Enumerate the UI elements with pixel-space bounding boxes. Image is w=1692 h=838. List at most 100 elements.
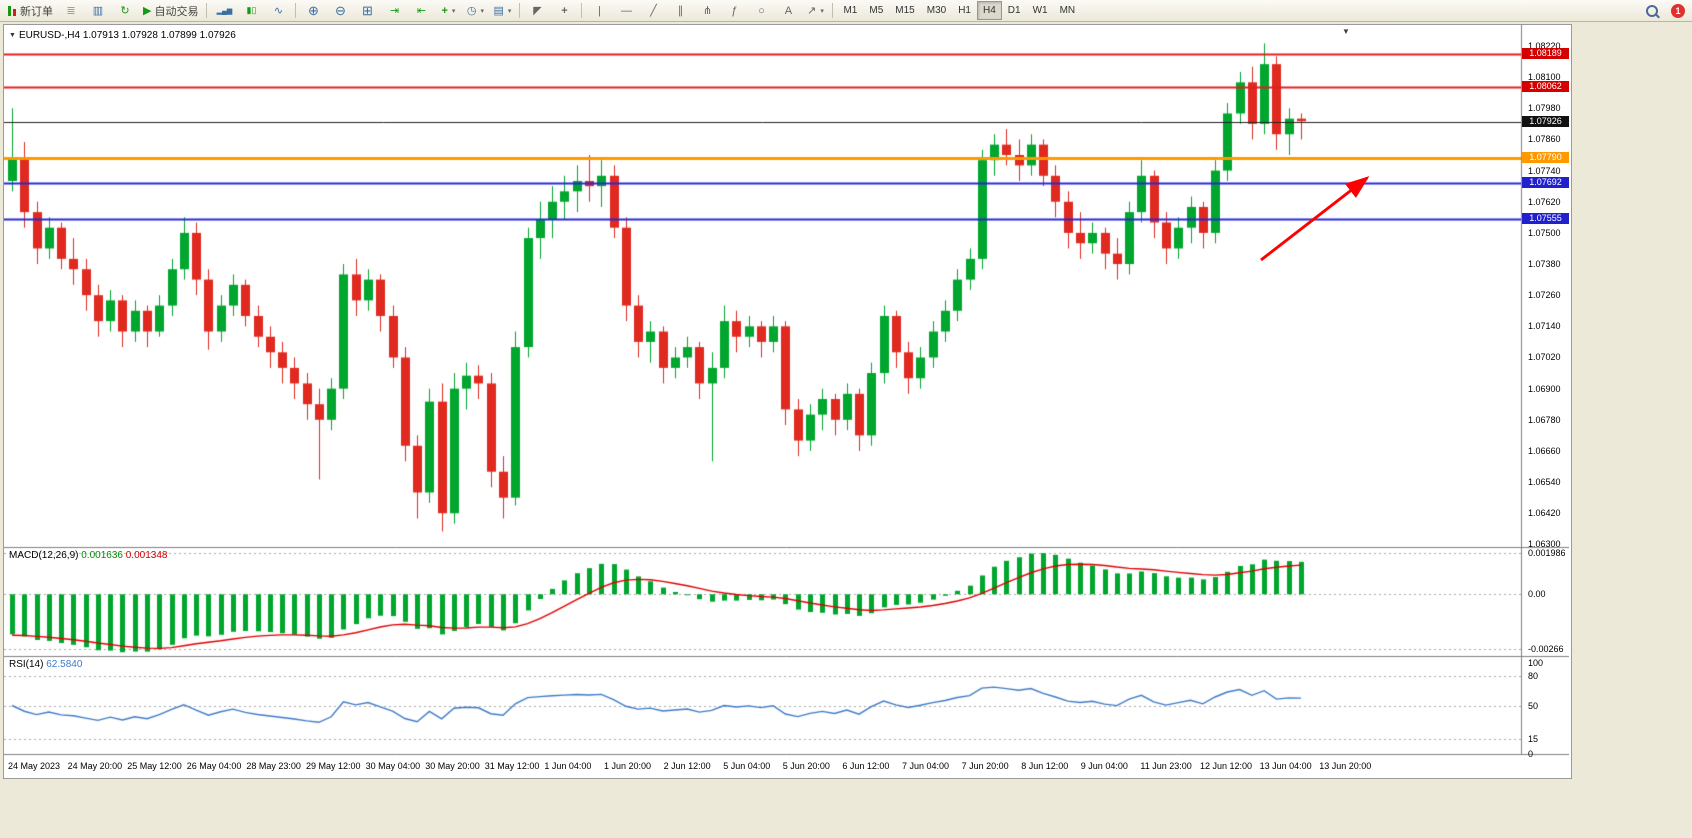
time-axis-label: 24 May 20:00 (67, 761, 123, 771)
zoom-in-button[interactable]: ⊕ (300, 1, 326, 21)
search-button[interactable] (1640, 1, 1666, 21)
macd-signal-value: 0.001348 (125, 550, 168, 561)
time-axis-label: 7 Jun 20:00 (961, 761, 1009, 771)
rsi-name: RSI(14) (9, 659, 44, 670)
notification-badge[interactable]: 1 (1671, 3, 1685, 18)
time-axis-label: 1 Jun 04:00 (544, 761, 592, 771)
indicators-button[interactable]: + ▾ (435, 1, 461, 21)
level-price-tag: 1.07790 (1522, 152, 1569, 163)
auto-scroll-button[interactable]: ⇥ (381, 1, 407, 21)
timeframe-h1-button[interactable]: H1 (958, 5, 971, 16)
chart-window: ▼ EURUSD-,H4 1.07913 1.07928 1.07899 1.07… (3, 24, 1572, 779)
price-axis-label: 1.06300 (1528, 539, 1561, 549)
crosshair-icon: + (561, 4, 568, 17)
time-axis-label: 8 Jun 12:00 (1021, 761, 1069, 771)
time-axis-label: 28 May 23:00 (246, 761, 301, 771)
price-axis-label: 1.06900 (1528, 384, 1561, 394)
time-axis-label: 24 May 2023 (8, 761, 61, 771)
tile-windows-button[interactable]: ⊞ (354, 1, 380, 21)
channel-icon: ∥ (677, 5, 684, 17)
shapes-icon: ○ (758, 4, 765, 17)
timeframe-m1-button[interactable]: M1 (843, 5, 858, 16)
window-menu-icon[interactable]: ▼ (9, 32, 16, 39)
template-icon: ▤ (493, 5, 504, 17)
vertical-line-tool-button[interactable]: | (586, 1, 612, 21)
arrows-tool-button[interactable]: ↗ ▾ (802, 1, 828, 21)
price-axis-label: 1.07500 (1528, 228, 1561, 238)
timeframe-w1-button[interactable]: W1 (1032, 5, 1048, 16)
price-axis-label: 1.06420 (1528, 508, 1561, 518)
time-axis-label: 5 Jun 04:00 (723, 761, 771, 771)
toolbar-separator (519, 3, 521, 18)
price-chart-canvas[interactable] (4, 25, 1569, 776)
resistance-price-tag: 1.08062 (1522, 81, 1569, 92)
time-axis-label: 5 Jun 20:00 (782, 761, 830, 771)
support-price-tag: 1.07692 (1522, 177, 1569, 188)
zoom-out-icon: ⊖ (335, 2, 346, 18)
rsi-value: 62.5840 (46, 659, 83, 670)
chart-shift-icon: ⇤ (416, 5, 427, 17)
time-axis-label: 29 May 12:00 (306, 761, 361, 771)
rsi-axis-label: 50 (1528, 701, 1539, 711)
time-axis-label: 13 Jun 20:00 (1319, 761, 1372, 771)
refresh-button[interactable]: ↻ (112, 1, 138, 21)
macd-main-value: 0.001636 (81, 550, 123, 561)
macd-axis-label: -0.00266 (1528, 644, 1564, 654)
chart-title-symbol: EURUSD-,H4 (18, 30, 81, 41)
templates-button[interactable]: ▤ ▾ (489, 1, 515, 21)
crosshair-tool-button[interactable]: + (551, 1, 577, 21)
line-chart-button[interactable]: ∿ (265, 1, 291, 21)
timeframe-mn-button[interactable]: MN (1059, 5, 1076, 16)
dropdown-icon: ▾ (480, 7, 485, 15)
navigator-button[interactable]: ▥ (85, 1, 111, 21)
toolbar-separator (206, 3, 208, 18)
navigator-icon: ▥ (92, 5, 104, 17)
support-price-tag: 1.07555 (1522, 213, 1569, 224)
new-order-label: 新订单 (20, 5, 53, 18)
time-axis-label: 9 Jun 04:00 (1080, 761, 1128, 771)
indicators-icon: + (441, 4, 448, 17)
candlestick-chart-button[interactable]: ▮▯ (238, 1, 264, 21)
time-axis-label: 12 Jun 12:00 (1200, 761, 1253, 771)
clock-icon: ◷ (466, 5, 477, 17)
timeframe-m30-button[interactable]: M30 (926, 5, 947, 16)
refresh-icon: ↻ (120, 5, 130, 17)
market-depth-button[interactable]: ≣ (58, 1, 84, 21)
price-axis-label: 1.07020 (1528, 352, 1561, 362)
timeframe-d1-button[interactable]: D1 (1007, 5, 1021, 16)
trend-arrow-annotation[interactable] (1247, 164, 1387, 274)
bar-chart-button[interactable]: ▂▄▆ (211, 1, 237, 21)
horizontal-line-tool-button[interactable]: — (613, 1, 639, 21)
fibonacci-icon: ƒ (731, 4, 738, 17)
trendline-tool-button[interactable]: ╱ (640, 1, 666, 21)
timeframe-m15-button[interactable]: M15 (895, 5, 915, 16)
timeframe-h4-button[interactable]: H4 (976, 1, 1002, 20)
chart-title: ▼ EURUSD-,H4 1.07913 1.07928 1.07899 1.07… (9, 30, 236, 41)
text-tool-button[interactable]: A (775, 1, 801, 21)
dropdown-icon: ▾ (820, 7, 824, 15)
shapes-tool-button[interactable]: ○ (748, 1, 774, 21)
periods-button[interactable]: ◷ ▾ (462, 1, 488, 21)
new-order-button[interactable]: 新订单 (3, 1, 57, 21)
pitchfork-icon: ⋔ (702, 5, 713, 17)
zoom-in-icon: ⊕ (308, 2, 319, 18)
auto-trading-label: 自动交易 (154, 5, 199, 18)
candlestick-chart-icon: ▮▯ (246, 5, 257, 15)
price-axis-label: 1.07140 (1528, 321, 1561, 331)
pitchfork-tool-button[interactable]: ⋔ (694, 1, 720, 21)
fibonacci-tool-button[interactable]: ƒ (721, 1, 747, 21)
auto-trading-button[interactable]: ▶ 自动交易 (139, 1, 202, 21)
price-axis-label: 1.07740 (1528, 166, 1561, 176)
timeframe-m5-button[interactable]: M5 (869, 5, 884, 16)
channel-tool-button[interactable]: ∥ (667, 1, 693, 21)
cursor-tool-button[interactable]: ◤ (524, 1, 550, 21)
price-axis-label: 1.07380 (1528, 259, 1561, 269)
zoom-out-button[interactable]: ⊖ (327, 1, 353, 21)
macd-indicator-label: MACD(12,26,9) 0.001636 0.001348 (9, 550, 167, 561)
chart-shift-marker-icon[interactable]: ▼ (1342, 27, 1350, 36)
price-axis-label: 1.07980 (1528, 103, 1561, 113)
macd-axis-label: 0.00 (1528, 589, 1546, 599)
auto-scroll-icon: ⇥ (389, 5, 400, 17)
chart-shift-button[interactable]: ⇤ (408, 1, 434, 21)
arrow-line (1260, 176, 1370, 262)
